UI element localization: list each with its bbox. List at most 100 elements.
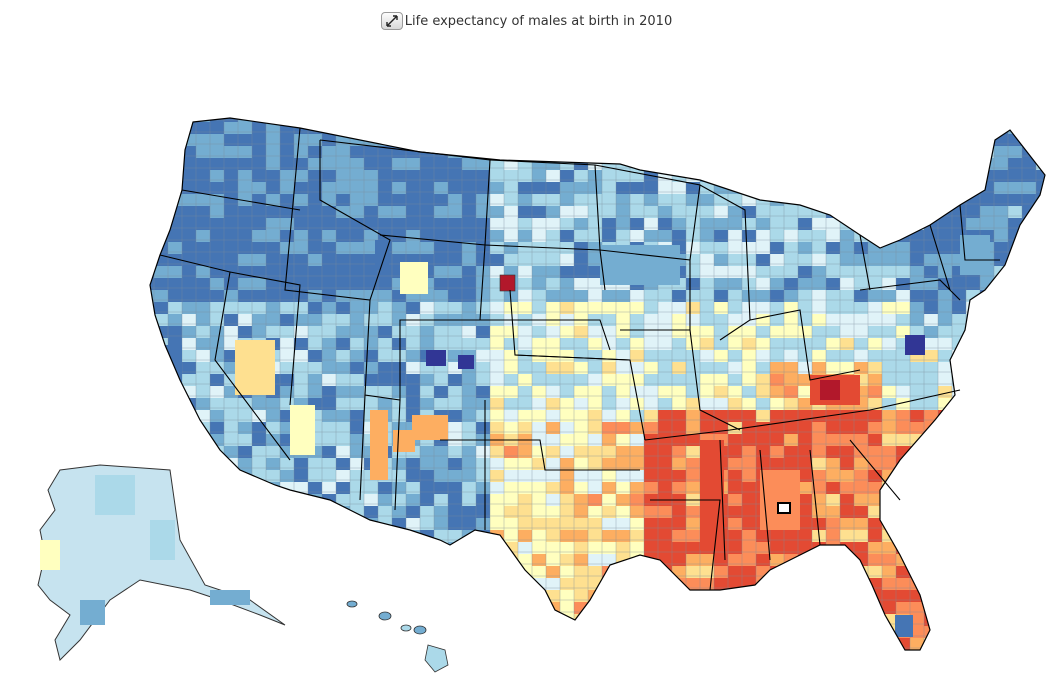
county-cell[interactable] [140, 242, 154, 254]
county-cell[interactable] [504, 146, 518, 158]
county-cell[interactable] [322, 518, 336, 530]
county-cell[interactable] [224, 482, 238, 494]
county-cell[interactable] [910, 206, 924, 218]
county-cell[interactable] [882, 182, 896, 194]
county-cell[interactable] [910, 554, 924, 566]
county-cell[interactable] [1036, 578, 1050, 590]
county-cell[interactable] [490, 146, 504, 158]
county-cell[interactable] [350, 518, 364, 530]
county-cell[interactable] [658, 662, 672, 674]
county-cell[interactable] [392, 566, 406, 578]
county-cell[interactable] [1008, 326, 1022, 338]
county-cell[interactable] [462, 662, 476, 674]
county-cell[interactable] [280, 554, 294, 566]
county-cell[interactable] [994, 338, 1008, 350]
county-cell[interactable] [378, 626, 392, 638]
county-cell[interactable] [756, 182, 770, 194]
county-cell[interactable] [952, 458, 966, 470]
county-cell[interactable] [504, 590, 518, 602]
county-cell[interactable] [434, 554, 448, 566]
county-cell[interactable] [812, 626, 826, 638]
county-cell[interactable] [896, 530, 910, 542]
county-cell[interactable] [196, 602, 210, 614]
county-cell[interactable] [210, 662, 224, 674]
county-cell[interactable] [658, 146, 672, 158]
county-cell[interactable] [560, 662, 574, 674]
county-cell[interactable] [798, 554, 812, 566]
county-cell[interactable] [896, 110, 910, 122]
county-cell[interactable] [140, 338, 154, 350]
county-cell[interactable] [518, 134, 532, 146]
county-cell[interactable] [672, 110, 686, 122]
county-cell[interactable] [966, 638, 980, 650]
county-cell[interactable] [630, 134, 644, 146]
county-cell[interactable] [896, 170, 910, 182]
county-cell[interactable] [154, 422, 168, 434]
county-cell[interactable] [784, 134, 798, 146]
county-cell[interactable] [434, 122, 448, 134]
county-cell[interactable] [994, 434, 1008, 446]
county-cell[interactable] [798, 170, 812, 182]
county-cell[interactable] [714, 158, 728, 170]
county-cell[interactable] [1008, 626, 1022, 638]
county-cell[interactable] [1022, 314, 1036, 326]
county-cell[interactable] [882, 170, 896, 182]
county-cell[interactable] [840, 206, 854, 218]
county-cell[interactable] [252, 518, 266, 530]
county-cell[interactable] [1008, 638, 1022, 650]
county-cell[interactable] [588, 614, 602, 626]
county-cell[interactable] [672, 638, 686, 650]
expand-button[interactable] [380, 12, 403, 30]
county-cell[interactable] [854, 170, 868, 182]
county-cell[interactable] [140, 194, 154, 206]
county-cell[interactable] [770, 662, 784, 674]
county-cell[interactable] [448, 626, 462, 638]
county-cell[interactable] [350, 122, 364, 134]
county-cell[interactable] [252, 506, 266, 518]
county-cell[interactable] [966, 422, 980, 434]
county-cell[interactable] [308, 518, 322, 530]
county-cell[interactable] [168, 638, 182, 650]
county-cell[interactable] [224, 566, 238, 578]
county-cell[interactable] [896, 506, 910, 518]
county-cell[interactable] [182, 530, 196, 542]
county-cell[interactable] [322, 530, 336, 542]
county-cell[interactable] [210, 530, 224, 542]
county-cell[interactable] [770, 602, 784, 614]
county-cell[interactable] [560, 626, 574, 638]
county-cell[interactable] [140, 326, 154, 338]
county-cell[interactable] [980, 638, 994, 650]
county-cell[interactable] [392, 614, 406, 626]
county-cell[interactable] [966, 374, 980, 386]
county-cell[interactable] [364, 542, 378, 554]
county-cell[interactable] [994, 662, 1008, 674]
county-cell[interactable] [924, 554, 938, 566]
county-cell[interactable] [952, 542, 966, 554]
county-cell[interactable] [966, 506, 980, 518]
county-cell[interactable] [196, 518, 210, 530]
county-cell[interactable] [476, 590, 490, 602]
county-cell[interactable] [322, 554, 336, 566]
county-cell[interactable] [924, 518, 938, 530]
county-cell[interactable] [602, 578, 616, 590]
county-cell[interactable] [910, 110, 924, 122]
county-cell[interactable] [462, 638, 476, 650]
county-cell[interactable] [1022, 626, 1036, 638]
county-cell[interactable] [896, 158, 910, 170]
county-cell[interactable] [252, 578, 266, 590]
county-cell[interactable] [336, 518, 350, 530]
county-cell[interactable] [966, 650, 980, 662]
county-cell[interactable] [686, 626, 700, 638]
county-cell[interactable] [994, 386, 1008, 398]
county-cell[interactable] [168, 170, 182, 182]
county-cell[interactable] [182, 422, 196, 434]
county-cell[interactable] [196, 614, 210, 626]
county-cell[interactable] [742, 650, 756, 662]
county-cell[interactable] [952, 134, 966, 146]
county-cell[interactable] [854, 122, 868, 134]
county-cell[interactable] [812, 566, 826, 578]
county-cell[interactable] [406, 134, 420, 146]
county-cell[interactable] [462, 554, 476, 566]
county-cell[interactable] [896, 662, 910, 674]
county-cell[interactable] [938, 530, 952, 542]
